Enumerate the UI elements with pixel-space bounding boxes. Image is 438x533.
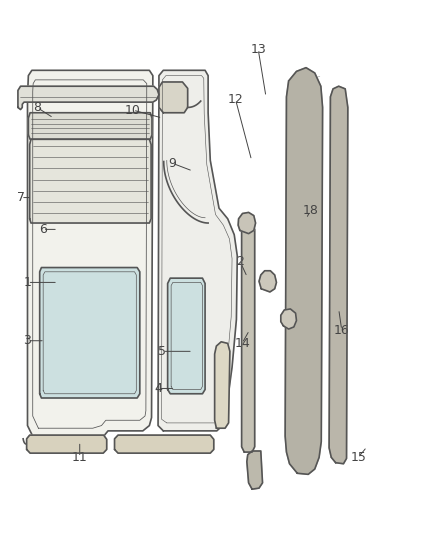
Text: 15: 15 (350, 451, 366, 464)
Text: 8: 8 (33, 101, 41, 114)
Polygon shape (18, 86, 159, 110)
Polygon shape (242, 224, 254, 452)
Text: 2: 2 (236, 255, 244, 268)
Polygon shape (238, 213, 255, 233)
Text: 16: 16 (334, 324, 350, 337)
Polygon shape (30, 139, 151, 223)
Text: 1: 1 (24, 276, 32, 289)
Text: 18: 18 (303, 204, 318, 217)
Text: 11: 11 (72, 451, 88, 464)
Polygon shape (281, 309, 297, 329)
Polygon shape (168, 278, 205, 394)
Text: 14: 14 (234, 337, 250, 350)
Polygon shape (28, 70, 153, 439)
Polygon shape (159, 82, 187, 113)
Polygon shape (285, 68, 322, 474)
Polygon shape (329, 86, 348, 464)
Polygon shape (215, 342, 230, 428)
Polygon shape (28, 113, 152, 139)
Text: 17: 17 (260, 279, 276, 292)
Text: 12: 12 (228, 93, 244, 106)
Text: 10: 10 (125, 103, 141, 117)
Text: 7: 7 (17, 191, 25, 204)
Polygon shape (247, 451, 262, 489)
Text: 4: 4 (154, 382, 162, 395)
Polygon shape (259, 271, 276, 292)
Text: 3: 3 (24, 334, 32, 347)
Text: 13: 13 (250, 43, 266, 55)
Polygon shape (27, 435, 107, 453)
Text: 5: 5 (159, 345, 166, 358)
Text: 6: 6 (39, 223, 47, 236)
Polygon shape (40, 268, 140, 398)
Text: 9: 9 (168, 157, 176, 169)
Polygon shape (115, 435, 214, 453)
Polygon shape (158, 70, 237, 431)
